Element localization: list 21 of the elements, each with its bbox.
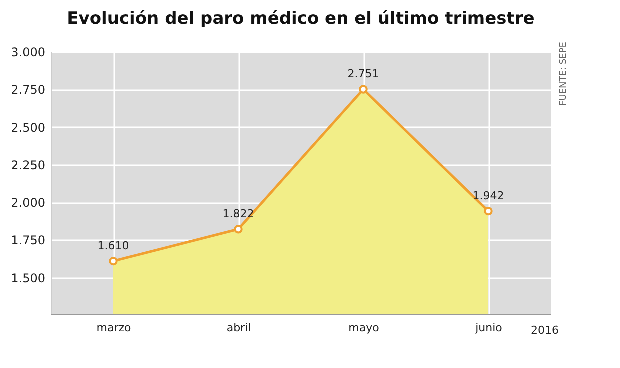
y-tick-label: 3.000 (11, 46, 46, 60)
y-tick-label: 2.250 (11, 158, 46, 172)
text: 1.942 (472, 189, 504, 202)
text: 2.751 (348, 67, 380, 80)
y-tick-label: 1.750 (11, 234, 46, 248)
source-note: FUENTE: SEPE (559, 42, 569, 106)
y-tick-label: 2.000 (11, 196, 46, 210)
y-tick-label: 1.500 (11, 271, 46, 286)
x-tick-label: junio (474, 322, 503, 334)
text: 1.610 (98, 239, 130, 252)
chart-title: Evolución del paro médico en el último trimestre (67, 9, 535, 30)
y-tick-label: 2.750 (11, 83, 46, 98)
point (109, 256, 118, 266)
x-tick-label: marzo (96, 322, 132, 334)
y-tick-label: 2.500 (11, 120, 46, 135)
point (359, 85, 368, 94)
x-tick-label: abril (226, 322, 252, 334)
text: 2016 (531, 324, 559, 337)
point (484, 206, 493, 216)
point (234, 225, 243, 234)
x-tick-label: mayo (348, 322, 380, 334)
